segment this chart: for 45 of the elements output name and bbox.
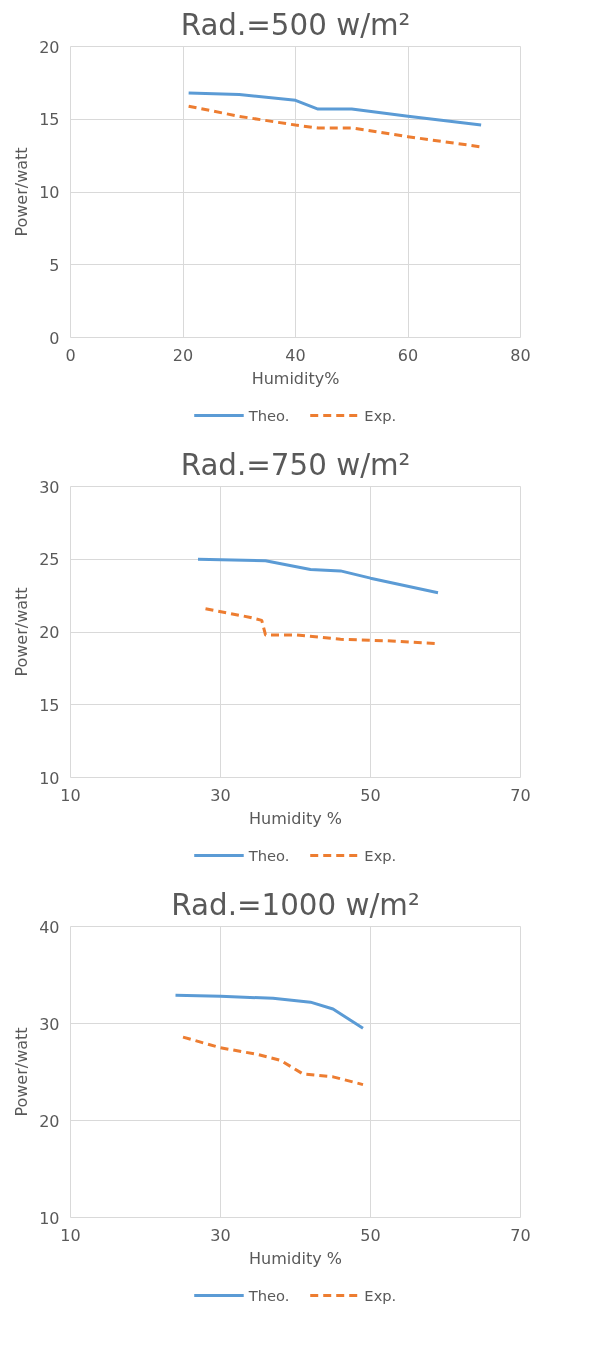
y-tick-label: 15 — [39, 695, 60, 715]
y-tick-label: 30 — [39, 477, 60, 497]
y-tick-label: 0 — [49, 328, 60, 348]
x-tick-label: 60 — [397, 345, 419, 365]
x-tick-label: 70 — [510, 1225, 531, 1245]
x-axis-title: Humidity% — [251, 368, 340, 388]
legend-label: Exp. — [364, 846, 397, 864]
x-tick-label: 50 — [360, 785, 381, 805]
chart-title: Rad.=1000 w/m² — [171, 887, 420, 922]
chart-title: Rad.=750 w/m² — [180, 447, 411, 482]
line-series — [181, 1035, 365, 1087]
x-tick-label: 80 — [510, 345, 531, 365]
line-series — [187, 104, 483, 149]
y-tick-label: 10 — [39, 768, 60, 788]
legend-label: Exp. — [364, 1286, 397, 1304]
y-tick-label: 20 — [39, 623, 60, 642]
x-tick-label: 30 — [210, 785, 231, 805]
y-axis-title: Power/watt — [12, 1027, 32, 1117]
y-tick-label: 10 — [39, 183, 60, 202]
y-tick-label: 30 — [39, 1014, 60, 1034]
y-axis-title: Power/watt — [12, 147, 32, 237]
legend-label: Theo. — [248, 1286, 290, 1304]
y-tick-label: 20 — [39, 37, 60, 57]
x-tick-label: 40 — [285, 345, 306, 365]
x-axis-title: Humidity % — [249, 808, 342, 828]
x-tick-label: 70 — [510, 785, 531, 805]
legend-label: Theo. — [248, 846, 290, 864]
x-tick-label: 30 — [210, 1225, 231, 1245]
line-series — [196, 557, 440, 595]
y-tick-label: 40 — [39, 917, 60, 937]
x-tick-label: 50 — [360, 1225, 381, 1245]
line-series — [174, 993, 365, 1030]
x-axis-title: Humidity % — [249, 1248, 342, 1268]
y-tick-label: 10 — [39, 1208, 60, 1228]
legend-label: Theo. — [248, 406, 290, 424]
x-tick-label: 20 — [172, 345, 194, 365]
y-axis-title: Power/watt — [12, 587, 32, 677]
x-tick-label: 0 — [65, 345, 76, 365]
legend-label: Exp. — [364, 406, 397, 424]
y-tick-label: 5 — [49, 255, 60, 275]
line-series — [187, 91, 483, 127]
chart-title: Rad.=500 w/m² — [180, 7, 411, 42]
y-tick-label: 20 — [39, 1111, 60, 1131]
y-tick-label: 25 — [39, 550, 60, 570]
y-tick-label: 15 — [39, 110, 60, 130]
